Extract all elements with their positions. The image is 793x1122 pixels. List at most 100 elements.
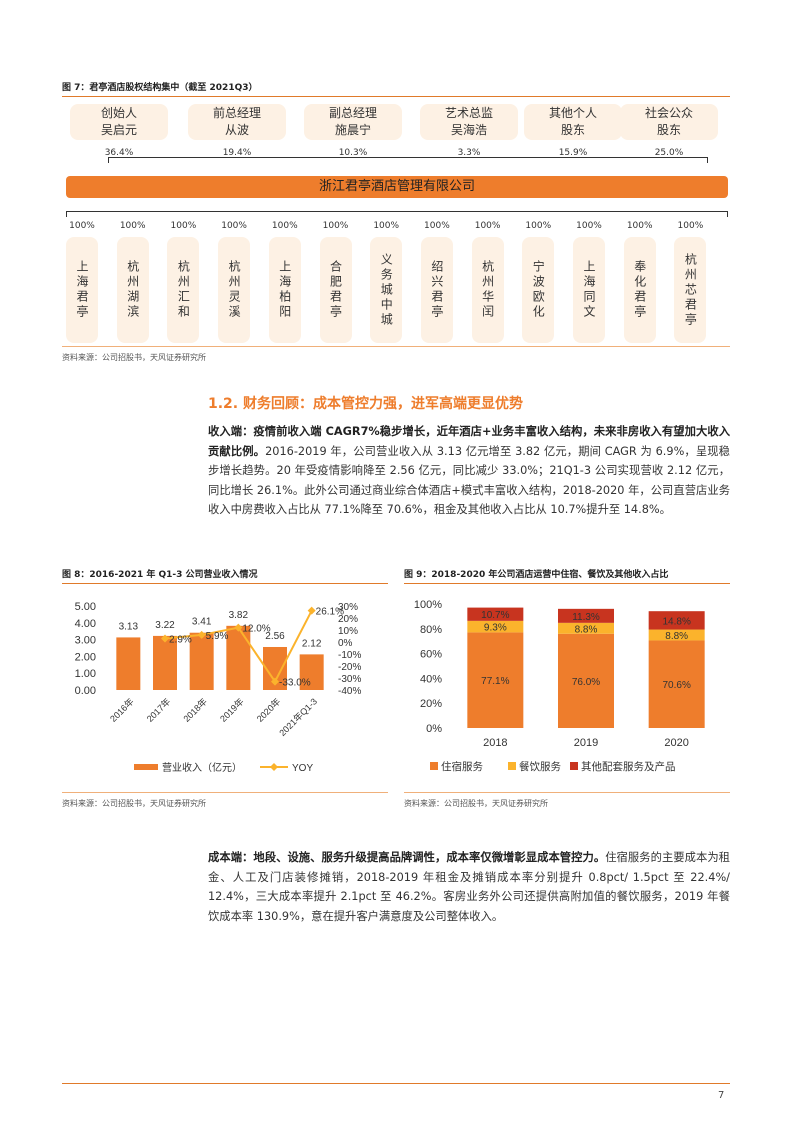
segment-value-label: 9.3% (484, 623, 507, 634)
revenue-chart-legend: 营业收入（亿元） YOY (134, 761, 313, 774)
revenue-value-label: 3.41 (192, 617, 212, 628)
shareholder-pct: 3.3% (457, 148, 481, 158)
left-tick-label: 4.00 (75, 618, 96, 630)
yoy-marker (271, 677, 279, 686)
y-tick-label: 60% (420, 649, 442, 661)
fig9-source: 资料来源：公司招股书，天风证券研究所 (404, 799, 548, 808)
revenue-value-label: 3.82 (229, 610, 249, 621)
shareholder-line1: 前总经理 (212, 106, 261, 120)
y-tick-label: 0% (426, 723, 442, 735)
right-tick-label: 0% (338, 638, 353, 649)
shareholder-line1: 副总经理 (328, 106, 377, 120)
fig7-top-rule (62, 96, 730, 97)
right-tick-label: -30% (338, 674, 361, 685)
subsidiary-box: 杭州灵溪 (218, 237, 251, 343)
stack-segment (648, 640, 705, 728)
fig7-bottom-rule (62, 346, 730, 347)
legend-bar-swatch (134, 764, 158, 770)
fig8-bottom-rule (62, 792, 388, 793)
footer-rule (62, 1083, 730, 1084)
y-tick-label: 80% (420, 624, 442, 636)
subsidiary-pct: 100% (221, 221, 247, 231)
category-label: 2020 (664, 737, 688, 749)
right-tick-label: -20% (338, 662, 361, 673)
yoy-marker (307, 606, 316, 615)
subsidiary-pct: 100% (373, 221, 400, 231)
fig9-top-rule (404, 583, 730, 584)
left-tick-label: 5.00 (75, 601, 96, 613)
paragraph-cost-body: 住宿服务的主要成本为租金、人工及门店装修摊销，2018-2019 年租金及摊销成… (208, 851, 730, 923)
revenue-value-label: 3.22 (155, 620, 175, 631)
subsidiary-box: 上海君亭 (66, 237, 98, 343)
paragraph-revenue: 收入端：疫情前收入端 CAGR7%稳步增长，近年酒店+业务丰富收入结构，未来非房… (208, 422, 730, 520)
yoy-marker (161, 634, 169, 643)
revenue-value-label: 2.12 (302, 638, 322, 649)
subsidiary-pct: 100% (170, 221, 197, 231)
revenue-value-label: 2.56 (265, 631, 285, 642)
subsidiary-connector (66, 211, 728, 212)
stack-segment (648, 629, 705, 641)
subsidiary-box: 上海柏阳 (268, 237, 301, 343)
category-label: 2018年 (181, 696, 209, 724)
shareholder-line1: 创始人 (100, 106, 137, 120)
yoy-line (161, 606, 316, 686)
shareholder-line2: 股东 (656, 123, 681, 137)
yoy-value-label: 12.0% (242, 624, 270, 635)
category-label: 2016年 (107, 696, 135, 724)
subsidiary-pct: 100% (576, 221, 602, 231)
yoy-value-label: -33.0% (279, 678, 311, 689)
holder-connector (108, 157, 708, 158)
shareholder-box: 创始人 吴启元 (70, 104, 168, 140)
revenue-chart-labels: 3.13 3.22 3.41 3.82 2.56 2.12 2.9% 5.9% 12.0% -33… (119, 607, 345, 689)
income-mix-axes: 100% 80% 60% 40% 20% 0% 2018 2019 2020 (414, 599, 689, 749)
subsidiary-pct: 100% (119, 221, 146, 231)
shareholder-pct: 25.0% (654, 148, 684, 158)
paragraph-cost: 成本端：地段、设施、服务升级提高品牌调性，成本率仅微增彰显成本管控力。住宿服务的… (208, 848, 730, 926)
right-tick-label: 20% (338, 614, 358, 625)
yoy-value-label: 5.9% (206, 631, 229, 642)
category-label: 2017年 (144, 696, 172, 724)
left-tick-label: 3.00 (75, 635, 96, 647)
subsidiary-pct: 100% (271, 221, 298, 231)
fig7-title: 图 7：君亭酒店股权结构集中（截至 2021Q3） (62, 83, 258, 93)
legend-swatch (430, 762, 438, 770)
left-tick-label: 2.00 (75, 651, 96, 663)
category-label: 2020年 (254, 696, 282, 724)
shareholder-box: 社会公众 股东 (620, 104, 718, 140)
fig7-source: 资料来源：公司招股书，天风证券研究所 (62, 353, 206, 362)
right-tick-label: -40% (338, 686, 361, 697)
stack-segment (467, 632, 524, 728)
revenue-value-label: 3.13 (119, 621, 139, 632)
shareholder-pct: 36.4% (104, 148, 134, 158)
fig8-source: 资料来源：公司招股书，天风证券研究所 (62, 799, 206, 808)
subsidiary-box: 义务城中城 (370, 237, 403, 343)
connector-tick (707, 157, 708, 163)
connector-tick (108, 157, 109, 163)
fig8-top-rule (62, 583, 388, 584)
stack-segment (558, 633, 614, 728)
subsidiary-box: 杭州汇和 (167, 237, 200, 343)
subsidiary-pct: 100% (525, 221, 552, 231)
section-heading: 1.2. 财务回顾：成本管控力强，进军高端更显优势 (208, 396, 523, 412)
category-label: 2021年Q1-3 (277, 696, 319, 738)
left-tick-label: 0.00 (75, 685, 96, 697)
segment-value-label: 8.8% (575, 624, 598, 635)
subsidiary-box: 杭州芯君亭 (674, 237, 707, 343)
stack-segment (467, 620, 524, 633)
segment-value-label: 70.6% (662, 680, 690, 691)
paragraph-cost-lead: 成本端：地段、设施、服务升级提高品牌调性，成本率仅微增彰显成本管控力。 (208, 851, 606, 864)
subsidiary-box: 杭州华闰 (471, 237, 504, 343)
subsidiary-box: 绍兴君亭 (420, 237, 453, 343)
shareholder-line1: 其他个人 (548, 106, 597, 120)
category-label: 2019年 (217, 696, 245, 724)
company-banner: 浙江君亭酒店管理有限公司 (66, 176, 728, 198)
shareholder-line2: 施晨宁 (334, 123, 371, 137)
shareholder-line1: 艺术总监 (444, 106, 493, 120)
yoy-marker (197, 630, 206, 639)
revenue-bar (226, 625, 251, 690)
fig8-title: 图 8：2016-2021 年 Q1-3 公司营业收入情况 (62, 570, 258, 580)
revenue-bar (153, 635, 177, 690)
subsidiary-pct: 100% (69, 221, 95, 231)
subsidiary-pct: 100% (626, 221, 653, 231)
legend-line-marker (270, 763, 278, 771)
